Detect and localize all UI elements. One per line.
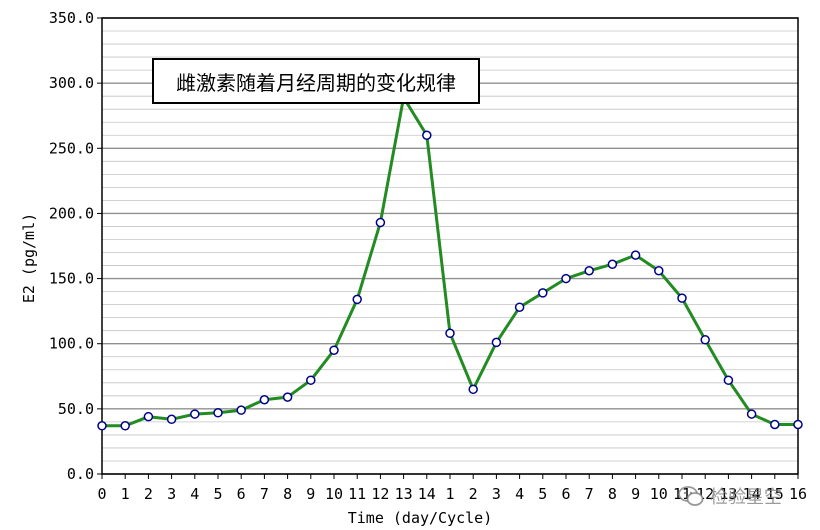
data-point xyxy=(607,259,618,269)
y-tick-label: 200.0 xyxy=(49,204,94,222)
x-tick-label: 13 xyxy=(395,485,413,503)
y-tick-label: 0.0 xyxy=(67,465,94,483)
y-tick-label: 300.0 xyxy=(49,74,94,92)
data-point xyxy=(538,288,548,298)
x-tick-label: 9 xyxy=(631,485,640,503)
y-axis-title: E2 (pg/ml) xyxy=(20,213,38,303)
x-tick-label: 5 xyxy=(213,485,222,503)
data-point xyxy=(468,384,478,395)
y-axis: 0.0 50.0 100.0 150.0 200.0 250.0 300.0 350.0 xyxy=(49,9,102,483)
x-axis: 0 1 2 3 4 5 6 7 8 9 10 11 12 13 14 1 2 3 4 5 6 7 8 9 10 11 12 13 14 1… xyxy=(97,474,807,503)
x-tick-label: 5 xyxy=(538,485,547,503)
watermark-text: 检验星空 xyxy=(710,487,782,508)
wechat-icon xyxy=(678,486,704,506)
data-point xyxy=(213,408,223,418)
data-point xyxy=(630,250,641,260)
data-point xyxy=(793,419,803,430)
data-point xyxy=(584,266,594,276)
x-tick-label: 1 xyxy=(445,485,454,503)
data-point xyxy=(236,405,246,415)
data-point xyxy=(143,411,154,422)
x-tick-label: 11 xyxy=(348,485,366,503)
data-point xyxy=(700,335,710,345)
data-point xyxy=(306,375,316,385)
y-tick-label: 250.0 xyxy=(49,139,94,157)
x-tick-label: 0 xyxy=(97,485,106,503)
x-tick-label: 3 xyxy=(492,485,501,503)
data-point xyxy=(654,266,664,276)
data-point xyxy=(723,375,734,385)
data-point xyxy=(445,328,455,339)
data-point xyxy=(746,409,757,419)
x-tick-label: 9 xyxy=(306,485,315,503)
x-tick-label: 2 xyxy=(469,485,478,503)
x-tick-label: 1 xyxy=(121,485,130,503)
data-point xyxy=(97,421,107,431)
x-tick-label: 10 xyxy=(325,485,343,503)
data-point xyxy=(259,394,270,405)
x-tick-label: 16 xyxy=(789,485,807,503)
data-point xyxy=(329,345,339,355)
x-tick-label: 8 xyxy=(283,485,292,503)
data-point xyxy=(770,419,780,430)
data-point xyxy=(166,414,177,425)
x-tick-label: 4 xyxy=(190,485,199,503)
data-point xyxy=(120,421,130,431)
x-tick-label: 14 xyxy=(743,485,761,503)
x-tick-label: 6 xyxy=(237,485,246,503)
x-tick-label: 12 xyxy=(371,485,389,503)
data-point xyxy=(352,294,362,305)
watermark: 检验星空 xyxy=(678,478,820,514)
data-point xyxy=(375,217,386,228)
y-tick-label: 50.0 xyxy=(58,400,94,418)
data-point xyxy=(561,273,571,284)
x-tick-label: 7 xyxy=(585,485,594,503)
data-point xyxy=(677,293,687,303)
data-point xyxy=(422,130,432,141)
series-layer xyxy=(97,92,803,431)
x-tick-label: 3 xyxy=(167,485,176,503)
series-line xyxy=(102,96,798,428)
x-tick-label: 6 xyxy=(561,485,570,503)
x-axis-title: Time (day/Cycle) xyxy=(348,509,493,527)
x-tick-label: 8 xyxy=(608,485,617,503)
x-tick-label: 10 xyxy=(650,485,668,503)
x-tick-label: 4 xyxy=(515,485,524,503)
y-tick-label: 350.0 xyxy=(49,9,94,27)
x-tick-label: 2 xyxy=(144,485,153,503)
x-tick-label: 14 xyxy=(418,485,436,503)
x-tick-label: 13 xyxy=(719,485,737,503)
chart-title: 雌激素随着月经周期的变化规律 xyxy=(152,58,480,104)
x-tick-label: 7 xyxy=(260,485,269,503)
x-tick-label: 15 xyxy=(766,485,784,503)
y-tick-label: 100.0 xyxy=(49,335,94,353)
data-point xyxy=(514,302,525,312)
data-point xyxy=(282,392,293,402)
data-point xyxy=(190,409,200,419)
x-tick-label: 11 xyxy=(673,485,691,503)
data-point xyxy=(491,337,502,348)
y-tick-label: 150.0 xyxy=(49,270,94,288)
